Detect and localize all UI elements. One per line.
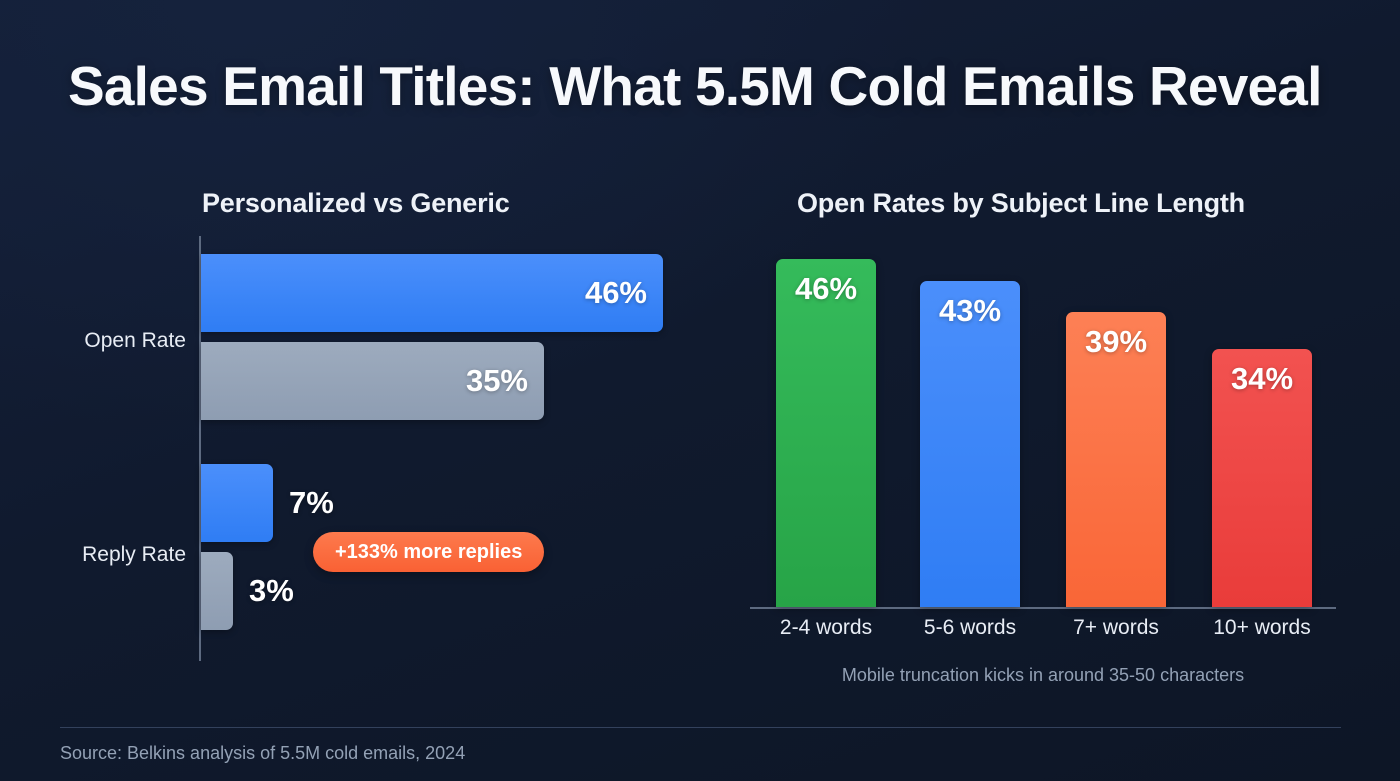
category-label-open-rate: Open Rate xyxy=(84,329,186,352)
bar-open-rate-personalized[interactable]: 46% xyxy=(201,254,663,332)
category-label-2-4-words: 2-4 words xyxy=(779,616,873,639)
source-caption: Source: Belkins analysis of 5.5M cold em… xyxy=(60,743,466,763)
page-title: Sales Email Titles: What 5.5M Cold Email… xyxy=(68,55,1322,117)
bar-2-4-words[interactable]: 46% xyxy=(776,259,876,607)
mobile-truncation-note: Mobile truncation kicks in around 35-50 … xyxy=(841,665,1245,685)
bar-open-rate-generic[interactable]: 35% xyxy=(201,342,544,420)
bar-5-6-words[interactable]: 43% xyxy=(920,281,1020,607)
bar-value-reply-rate-generic: 3% xyxy=(249,573,294,608)
bar-value-open-rate-generic: 35% xyxy=(465,363,528,398)
bar-value-2-4-words: 46% xyxy=(794,271,858,306)
left-chart-title: Personalized vs Generic xyxy=(202,188,510,218)
more-replies-badge: +133% more replies xyxy=(313,532,545,572)
category-label-10-plus-words: 10+ words xyxy=(1213,616,1311,639)
bar-value-10-plus-words: 34% xyxy=(1230,361,1294,396)
category-label-reply-rate: Reply Rate xyxy=(82,543,186,566)
bar-10-plus-words[interactable]: 34% xyxy=(1212,349,1312,607)
bar-value-open-rate-personalized: 46% xyxy=(584,275,647,310)
category-label-5-6-words: 5-6 words xyxy=(923,616,1017,639)
open-rates-by-length-chart: 46% 2-4 words 43% 5-6 words 39% 7+ words… xyxy=(750,255,1340,695)
bar-value-reply-rate-personalized: 7% xyxy=(289,485,334,520)
bar-7-plus-words[interactable]: 39% xyxy=(1066,312,1166,607)
personalized-vs-generic-chart: Open Rate 46% 35% Reply Rate 7% 3% +133%… xyxy=(60,236,680,661)
right-chart-baseline xyxy=(750,607,1336,609)
bar-value-5-6-words: 43% xyxy=(938,293,1002,328)
left-chart-axis xyxy=(199,236,201,661)
bar-reply-rate-personalized[interactable]: 7% xyxy=(201,464,334,542)
bar-reply-rate-generic[interactable]: 3% xyxy=(201,552,294,630)
right-chart-title: Open Rates by Subject Line Length xyxy=(797,188,1245,218)
bar-value-7-plus-words: 39% xyxy=(1084,324,1148,359)
category-label-7-plus-words: 7+ words xyxy=(1073,616,1159,639)
footer-divider xyxy=(60,727,1341,728)
